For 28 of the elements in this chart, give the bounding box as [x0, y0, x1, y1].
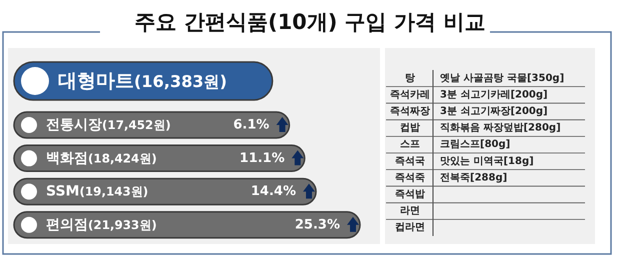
category-label: 즉석죽 [395, 172, 425, 184]
data-label: (16,383원) [134, 72, 228, 90]
category-label: 즉석밥 [395, 189, 425, 200]
category-label: 즉석카레 [390, 89, 430, 100]
data-label: (21,933원) [88, 218, 157, 232]
data-label: (18,424원) [88, 151, 157, 166]
data-label: (19,143원) [79, 184, 148, 199]
text: 3분 쇠고기카레[200g] [440, 89, 548, 100]
annotation: 14.4% [250, 184, 296, 200]
chart-title: 주요 간편식품(10개) 구입 가격 비교 [134, 10, 486, 34]
category-label: 라면 [400, 206, 420, 217]
category-label: 스프 [400, 139, 420, 150]
annotation: 6.1% [233, 118, 270, 132]
text: 직화볶음 짜장덮밥[280g] [440, 122, 561, 134]
text: 옛날 사골곰탕 국물[350g] [440, 72, 564, 84]
category-label: 즉석짜장 [390, 106, 430, 117]
text: 3분 쇠고기짜장[200g] [440, 106, 548, 117]
text: 전복죽[288g] [440, 172, 508, 184]
annotation: 25.3% [294, 217, 340, 232]
text: 맛있는 미역국[18g] [440, 156, 534, 167]
annotation: 11.1% [240, 150, 285, 166]
category-label: 즉석국 [395, 156, 425, 167]
category-label: 컵라면 [395, 222, 425, 234]
data-label: (17,452원) [102, 118, 171, 132]
text: 크림스프[80g] [440, 139, 510, 150]
category-label: 컵밥 [400, 122, 420, 134]
bar [13, 211, 361, 239]
category-label: 탕 [405, 72, 415, 84]
